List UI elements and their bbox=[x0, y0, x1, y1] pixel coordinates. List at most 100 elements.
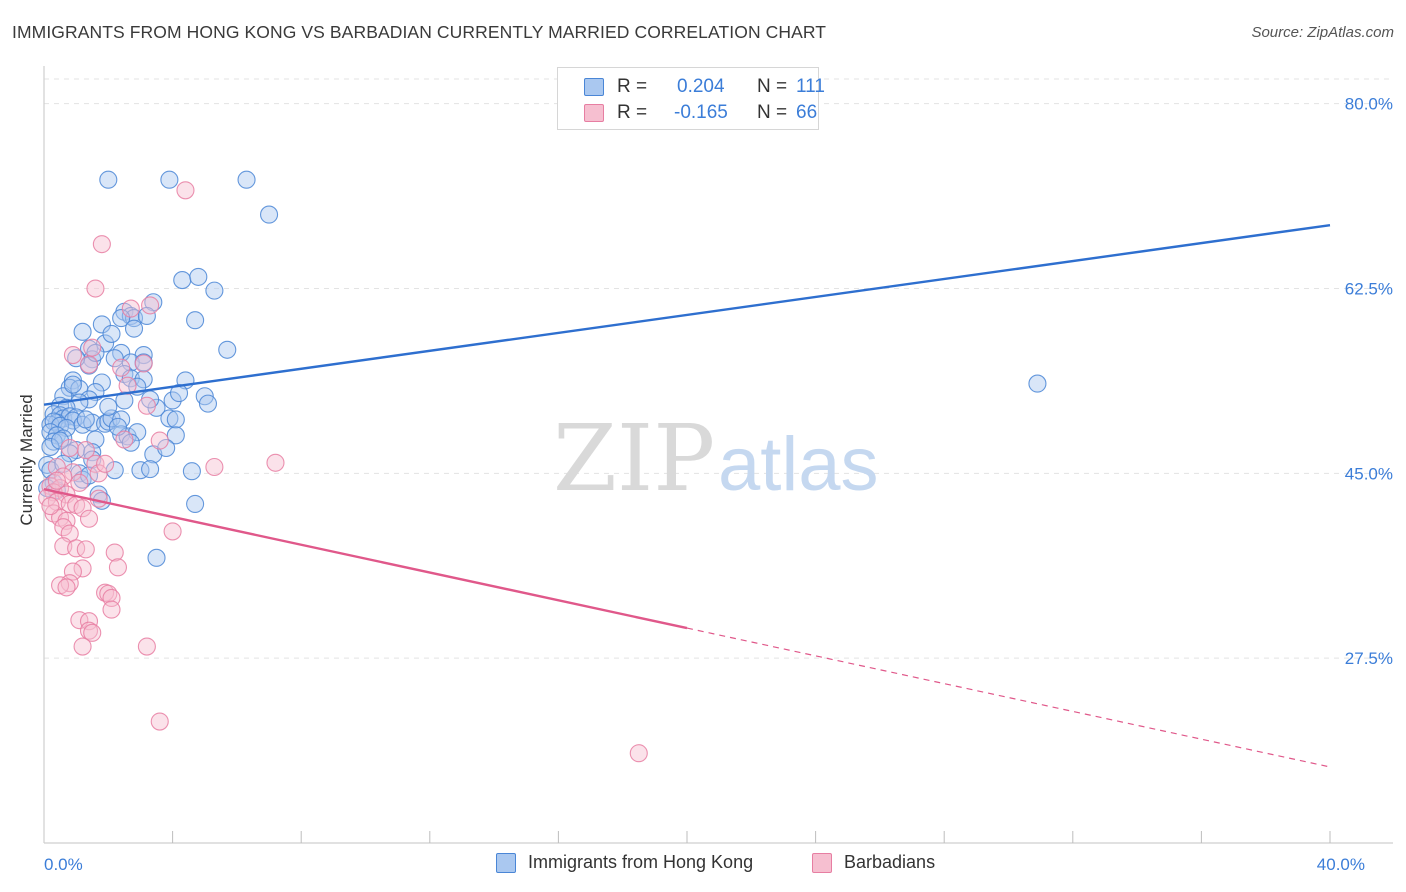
barbadian-point bbox=[629, 744, 648, 763]
x-tick-label: 0.0% bbox=[44, 855, 83, 874]
hong-kong-point bbox=[86, 343, 105, 362]
hong-kong-point bbox=[121, 353, 140, 372]
hong-kong-point bbox=[186, 494, 205, 514]
barbadian-point bbox=[112, 358, 131, 377]
x-tick-label: 40.0% bbox=[1317, 855, 1365, 874]
barbadian-point bbox=[73, 559, 92, 578]
hong-kong-point bbox=[163, 391, 182, 410]
barbadian-point bbox=[163, 522, 182, 541]
barbadian-point bbox=[79, 612, 99, 631]
barbadian-point bbox=[41, 497, 60, 516]
barbadian-point bbox=[79, 621, 99, 640]
series-hong-kong-points bbox=[38, 170, 1047, 567]
hong-kong-point bbox=[147, 548, 166, 567]
hong-kong-point bbox=[51, 431, 70, 450]
hong-kong-point bbox=[166, 410, 185, 429]
barbadian-point bbox=[63, 346, 82, 365]
barbadian-point bbox=[105, 543, 124, 562]
series-barbadian-points bbox=[38, 181, 648, 763]
trend-line-barbadians-extrapolated bbox=[686, 627, 1331, 768]
hong-kong-point bbox=[157, 438, 176, 458]
hong-kong-point bbox=[92, 315, 111, 334]
hong-kong-point bbox=[166, 426, 185, 445]
watermark-zip: ZIP bbox=[553, 405, 715, 512]
y-tick-label: 62.5% bbox=[1345, 280, 1393, 299]
legend-r-label: R = bbox=[617, 76, 648, 97]
hong-kong-point bbox=[259, 205, 279, 224]
barbadian-point bbox=[76, 441, 95, 460]
barbadian-point bbox=[141, 296, 160, 315]
hong-kong-point bbox=[99, 397, 118, 416]
hong-kong-point bbox=[124, 319, 144, 338]
y-axis-label: Currently Married bbox=[17, 394, 36, 526]
hong-kong-point bbox=[83, 443, 102, 462]
barbadian-point bbox=[63, 463, 82, 482]
barbadian-point bbox=[266, 453, 285, 472]
source-label: Source: ZipAtlas.com bbox=[1251, 24, 1394, 41]
hong-kong-point bbox=[205, 281, 224, 300]
hong-kong-point bbox=[160, 409, 179, 428]
barbadian-point bbox=[73, 637, 92, 656]
barbadian-point bbox=[76, 540, 95, 559]
y-tick-label: 27.5% bbox=[1345, 649, 1393, 668]
trend-lines bbox=[43, 223, 1331, 768]
trend-line-hong-kong bbox=[43, 223, 1331, 406]
bottom-legend-label: Immigrants from Hong Kong bbox=[528, 852, 754, 872]
barbadian-point bbox=[96, 454, 115, 473]
hong-kong-point bbox=[189, 267, 208, 286]
barbadian-point bbox=[102, 600, 121, 619]
hong-kong-point bbox=[73, 322, 92, 341]
legend-n-value: 66 bbox=[796, 102, 818, 123]
barbadian-point bbox=[176, 181, 195, 200]
watermark-atlas: atlas bbox=[718, 422, 879, 507]
hong-kong-point bbox=[169, 384, 189, 403]
hong-kong-point bbox=[41, 437, 60, 456]
hong-kong-point bbox=[44, 432, 63, 451]
barbadian-point bbox=[121, 299, 140, 318]
legend-r-label: R = bbox=[617, 102, 648, 123]
barbadian-point bbox=[137, 637, 156, 656]
barbadian-point bbox=[92, 235, 111, 254]
hong-kong-point bbox=[99, 170, 118, 189]
tick-labels: 80.0% 62.5% 45.0% 27.5% 0.0% 40.0% bbox=[44, 95, 1393, 874]
hong-kong-point bbox=[137, 306, 156, 326]
barbadian-point bbox=[79, 509, 99, 528]
hong-kong-point bbox=[112, 309, 131, 328]
barbadian-point bbox=[137, 396, 156, 415]
barbadian-point bbox=[150, 431, 169, 450]
barbadian-point bbox=[51, 576, 70, 595]
barbadian-point bbox=[63, 562, 82, 581]
legend-n-label: N = bbox=[757, 76, 788, 97]
hong-kong-point bbox=[92, 373, 111, 392]
barbadian-point bbox=[79, 355, 99, 374]
legend-r-value: 0.204 bbox=[677, 76, 725, 97]
barbadian-point bbox=[134, 354, 153, 373]
barbadian-point bbox=[57, 578, 76, 597]
barbadian-point bbox=[108, 558, 127, 577]
hong-kong-point bbox=[237, 170, 256, 189]
barbadian-point bbox=[67, 539, 86, 558]
legend-swatch-blue bbox=[584, 78, 604, 96]
chart-title: IMMIGRANTS FROM HONG KONG VS BARBADIAN C… bbox=[12, 22, 827, 42]
barbadian-point bbox=[73, 499, 92, 518]
grid-lines bbox=[44, 78, 1393, 659]
hong-kong-point bbox=[76, 410, 95, 429]
hong-kong-point bbox=[102, 324, 121, 343]
legend-n-label: N = bbox=[757, 102, 788, 123]
hong-kong-point bbox=[198, 394, 218, 413]
stats-legend: R = 0.204 N = 111 R = -0.165 N = 66 bbox=[557, 67, 825, 130]
hong-kong-point bbox=[141, 460, 160, 479]
y-tick-label: 45.0% bbox=[1345, 464, 1393, 483]
axes bbox=[43, 66, 1393, 844]
bottom-legend-swatch-blue bbox=[496, 853, 516, 873]
barbadian-point bbox=[60, 438, 79, 458]
hong-kong-point bbox=[186, 311, 205, 330]
barbadian-point bbox=[150, 712, 169, 731]
barbadian-point bbox=[47, 457, 66, 477]
barbadian-point bbox=[83, 623, 102, 642]
legend-n-value: 111 bbox=[796, 76, 825, 97]
hong-kong-point bbox=[182, 462, 201, 481]
barbadian-point bbox=[86, 279, 105, 298]
hong-kong-point bbox=[160, 170, 179, 189]
